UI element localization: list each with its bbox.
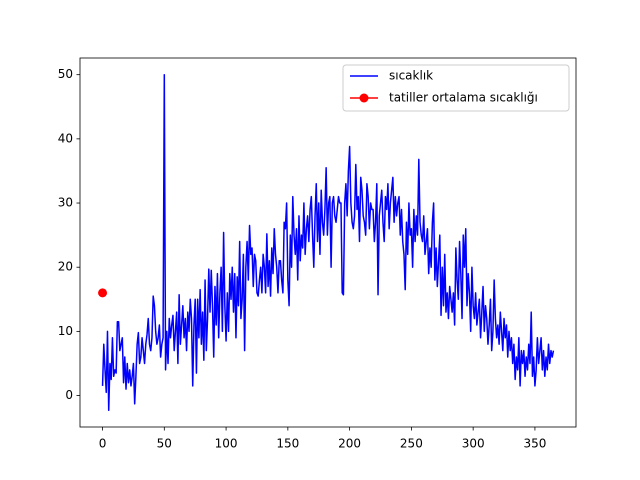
x-tick-label: 300 [462, 437, 485, 451]
legend-box [342, 64, 570, 112]
legend-label: sıcaklık [389, 69, 433, 83]
point [98, 288, 108, 298]
axes-frame [79, 57, 577, 428]
y-tick-label: 30 [58, 196, 73, 210]
y-tick-label: 20 [58, 260, 73, 274]
y-tick-label: 10 [58, 324, 73, 338]
x-tick-label: 150 [276, 437, 299, 451]
x-tick-label: 50 [157, 437, 172, 451]
x-tick-label: 250 [400, 437, 423, 451]
x-tick-label: 100 [215, 437, 238, 451]
line [101, 73, 555, 412]
y-tick-label: 0 [65, 388, 73, 402]
y-tick-label: 40 [58, 131, 73, 145]
legend-label: tatiller ortalama sıcaklığı [389, 91, 538, 105]
y-tick-label: 50 [58, 67, 73, 81]
legend-marker [359, 93, 369, 103]
x-tick-label: 200 [338, 437, 361, 451]
x-tick-label: 350 [523, 437, 546, 451]
x-tick-label: 0 [99, 437, 107, 451]
